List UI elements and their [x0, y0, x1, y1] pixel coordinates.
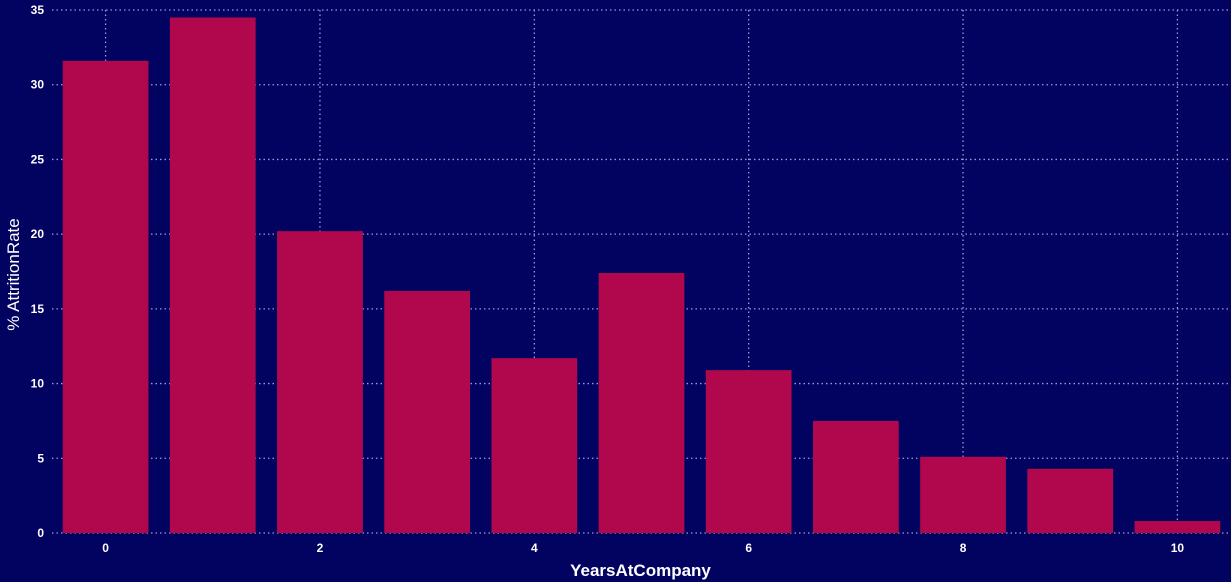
- x-axis-title: YearsAtCompany: [570, 561, 711, 580]
- bar-years-6: [705, 370, 792, 533]
- tick-layer: 0 5 10 15 20 25 30 35 0 2 4 6 8 10: [31, 3, 1185, 555]
- bar-years-1: [169, 17, 256, 533]
- x-tick-label: 8: [960, 541, 967, 555]
- x-tick-label: 10: [1171, 541, 1185, 555]
- y-tick-label: 15: [31, 302, 45, 316]
- y-tick-label: 30: [31, 78, 45, 92]
- y-tick-label: 25: [31, 152, 45, 166]
- y-tick-label: 20: [31, 227, 45, 241]
- x-tick-label: 0: [102, 541, 109, 555]
- bar-years-0: [62, 60, 149, 533]
- y-tick-label: 0: [37, 526, 44, 540]
- y-axis-title: % AttritionRate: [4, 218, 23, 330]
- bar-years-2: [277, 231, 363, 533]
- y-tick-label: 5: [37, 451, 44, 465]
- x-tick-label: 4: [531, 541, 538, 555]
- y-tick-label: 35: [31, 3, 45, 17]
- bar-years-3: [384, 290, 471, 533]
- x-tick-label: 2: [317, 541, 324, 555]
- bar-years-5: [598, 272, 685, 533]
- bar-years-8: [920, 456, 1006, 533]
- bar-years-10: [1134, 521, 1221, 533]
- bar-years-7: [812, 420, 899, 533]
- bar-years-4: [491, 358, 578, 533]
- bar-years-9: [1027, 468, 1114, 533]
- y-tick-label: 10: [31, 377, 45, 391]
- bar-layer: [62, 17, 1221, 533]
- x-tick-label: 6: [745, 541, 752, 555]
